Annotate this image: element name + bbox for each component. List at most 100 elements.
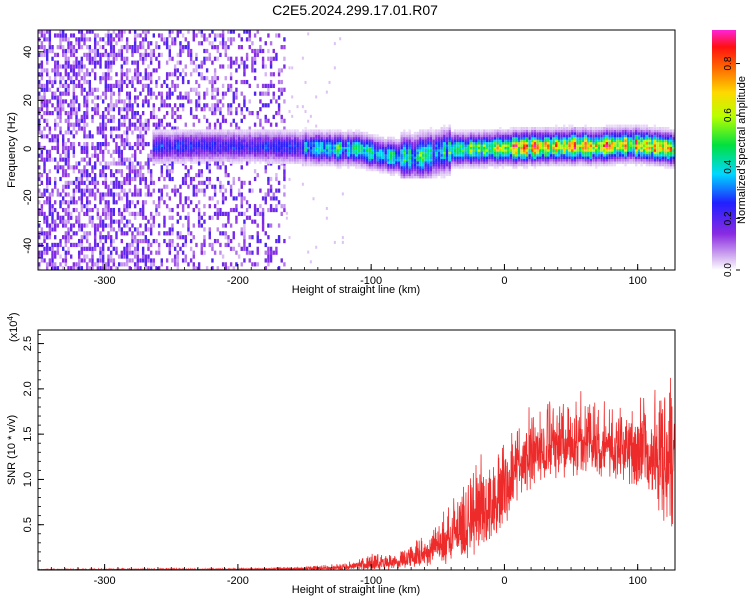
heatmap-cell	[91, 107, 94, 112]
heatmap-cell	[237, 188, 241, 193]
heatmap-cell	[224, 173, 227, 178]
heatmap-cell	[133, 188, 137, 193]
heatmap-cell	[200, 146, 203, 150]
heatmap-cell	[549, 158, 553, 162]
heatmap-cell	[128, 99, 132, 104]
heatmap-cell	[53, 207, 57, 213]
heatmap-cell	[437, 139, 441, 143]
heatmap-cell	[256, 134, 259, 138]
heatmap-cell	[179, 246, 182, 251]
heatmap-cell	[387, 151, 390, 155]
heatmap-cell	[72, 180, 76, 185]
heatmap-cell	[432, 134, 435, 138]
heatmap-cell	[445, 173, 449, 177]
heatmap-cell	[40, 76, 44, 81]
heatmap-cell	[304, 153, 307, 157]
heatmap-cell	[133, 192, 137, 197]
heatmap-cell	[531, 163, 534, 167]
heatmap-cell	[93, 87, 97, 92]
heatmap-cell	[283, 126, 286, 131]
heatmap-cell	[48, 211, 52, 217]
heatmap-cell	[83, 169, 86, 174]
heatmap-cell	[312, 156, 315, 160]
heatmap-cell	[179, 215, 182, 220]
heatmap-cell	[120, 30, 124, 34]
heatmap-cell	[251, 131, 254, 135]
heatmap-cell	[200, 134, 203, 138]
heatmap-cell	[83, 223, 86, 228]
heatmap-cell	[96, 103, 100, 108]
heatmap-cell	[435, 175, 438, 179]
heatmap-cell	[448, 156, 451, 160]
heatmap-cell	[541, 143, 545, 147]
heatmap-cell	[120, 188, 124, 193]
heatmap-cell	[72, 165, 76, 170]
heatmap-cell	[61, 173, 65, 178]
heatmap-cell	[176, 60, 179, 65]
heatmap-cell	[197, 169, 201, 174]
heatmap-cell	[75, 107, 78, 112]
heatmap-cell	[187, 262, 190, 267]
heatmap-cell	[139, 126, 142, 131]
heatmap-cell	[517, 153, 521, 157]
heatmap-cell	[248, 45, 251, 50]
heatmap-cell	[235, 146, 238, 150]
heatmap-cell	[181, 129, 185, 133]
heatmap-cell	[512, 151, 515, 155]
heatmap-cell	[400, 139, 403, 143]
heatmap-cell	[112, 37, 116, 42]
heatmap-cell	[133, 227, 137, 232]
heatmap-cell	[429, 163, 433, 167]
heatmap-cell	[125, 207, 129, 213]
heatmap-cell	[285, 211, 288, 215]
heatmap-cell	[165, 146, 169, 150]
heatmap-cell	[163, 141, 166, 145]
heatmap-cell	[269, 207, 273, 213]
heatmap-cell	[192, 129, 195, 133]
heatmap-cell	[515, 163, 518, 167]
heatmap-cell	[51, 138, 54, 143]
heatmap-cell	[123, 192, 126, 197]
heatmap-cell	[152, 238, 156, 244]
heatmap-cell	[333, 134, 337, 138]
heatmap-cell	[488, 163, 491, 167]
heatmap-cell	[85, 254, 89, 259]
heatmap-cell	[163, 136, 166, 140]
heatmap-cell	[248, 242, 251, 248]
heatmap-cell	[40, 33, 44, 38]
heatmap-cell	[48, 258, 52, 263]
heatmap-cell	[304, 156, 307, 160]
heatmap-cell	[88, 52, 92, 57]
heatmap-cell	[243, 141, 246, 145]
heatmap-cell	[171, 131, 174, 135]
heatmap-cell	[213, 184, 217, 189]
heatmap-cell	[227, 153, 230, 157]
heatmap-cell	[221, 139, 225, 143]
heatmap-cell	[480, 153, 483, 157]
heatmap-cell	[336, 151, 339, 155]
heatmap-cell	[155, 114, 158, 120]
heatmap-cell	[531, 146, 534, 150]
heatmap-cell	[419, 165, 422, 169]
heatmap-cell	[64, 231, 68, 236]
heatmap-cell	[240, 141, 243, 145]
heatmap-cell	[208, 146, 211, 150]
heatmap-cell	[213, 141, 217, 145]
heatmap-cell	[560, 143, 563, 147]
heatmap-cell	[96, 266, 100, 270]
heatmap-cell	[357, 158, 361, 162]
heatmap-cell	[341, 151, 345, 155]
heatmap-cell	[216, 91, 219, 96]
heatmap-cell	[547, 136, 550, 140]
heatmap-cell	[203, 156, 206, 160]
heatmap-cell	[480, 131, 483, 135]
heatmap-cell	[269, 188, 273, 193]
heatmap-cell	[221, 156, 225, 160]
heatmap-cell	[168, 30, 171, 34]
heatmap-cell	[187, 136, 190, 140]
heatmap-cell	[280, 160, 283, 164]
heatmap-cell	[235, 134, 238, 138]
heatmap-cell	[96, 207, 100, 213]
heatmap-cell	[120, 238, 124, 244]
